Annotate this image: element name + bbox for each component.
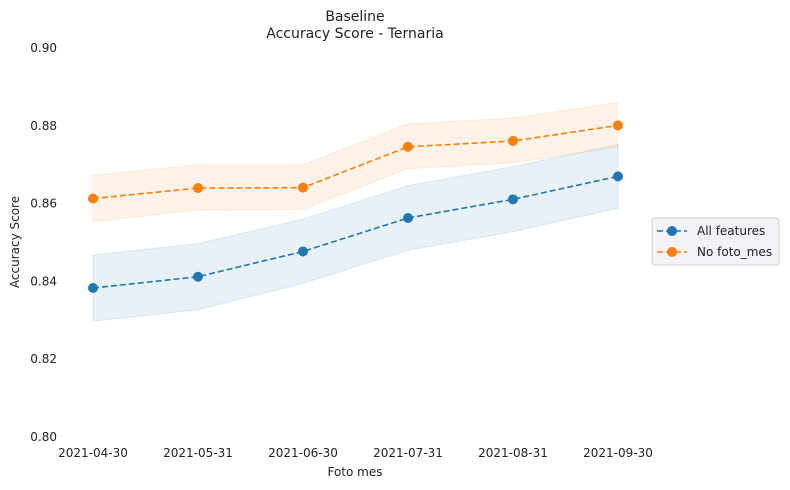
legend: All features No foto_mes (651, 217, 780, 266)
series-line-1 (92, 124, 619, 200)
data-point (508, 194, 518, 205)
x-tick-label: 2021-06-30 (268, 446, 338, 460)
legend-label: All features (697, 224, 765, 238)
chart-title: Baseline (325, 9, 384, 25)
y-tick-label: 0.90 (30, 41, 57, 55)
x-tick-label: 2021-07-31 (373, 446, 443, 460)
data-point (193, 271, 203, 282)
data-point (298, 182, 308, 193)
series-lines (92, 124, 619, 289)
series-points (88, 120, 623, 294)
y-tick-label: 0.86 (30, 197, 57, 211)
x-tick-label: 2021-04-30 (58, 446, 128, 460)
data-point (613, 171, 623, 182)
confidence-band-0 (92, 143, 619, 322)
legend-box (651, 217, 780, 266)
data-point (298, 246, 308, 257)
y-tick-label: 0.84 (30, 274, 57, 288)
x-tick-label: 2021-09-30 (583, 446, 653, 460)
y-tick-label: 0.88 (30, 119, 57, 133)
data-point (403, 141, 413, 152)
y-axis-label: Accuracy Score (8, 196, 22, 288)
data-point (88, 193, 98, 204)
x-tick-label: 2021-05-31 (163, 446, 233, 460)
legend-marker (667, 247, 677, 257)
data-point (88, 283, 98, 294)
confidence-band-1 (92, 101, 619, 223)
x-tick-label: 2021-08-31 (478, 446, 548, 460)
confidence-bands (92, 101, 619, 322)
y-tick-label: 0.82 (30, 352, 57, 366)
legend-label: No foto_mes (697, 245, 772, 259)
data-point (403, 212, 413, 223)
x-axis-label: Foto mes (327, 465, 382, 479)
chart-subtitle: Accuracy Score - Ternaria (266, 26, 444, 42)
y-axis-ticks: 0.80 0.82 0.84 0.86 0.88 0.90 (30, 41, 57, 444)
data-point (613, 120, 623, 131)
y-tick-label: 0.80 (30, 430, 57, 444)
legend-marker (667, 226, 677, 236)
x-axis-ticks: 2021-04-30 2021-05-31 2021-06-30 2021-07-31… (58, 446, 653, 460)
data-point (193, 183, 203, 194)
data-point (508, 135, 518, 146)
